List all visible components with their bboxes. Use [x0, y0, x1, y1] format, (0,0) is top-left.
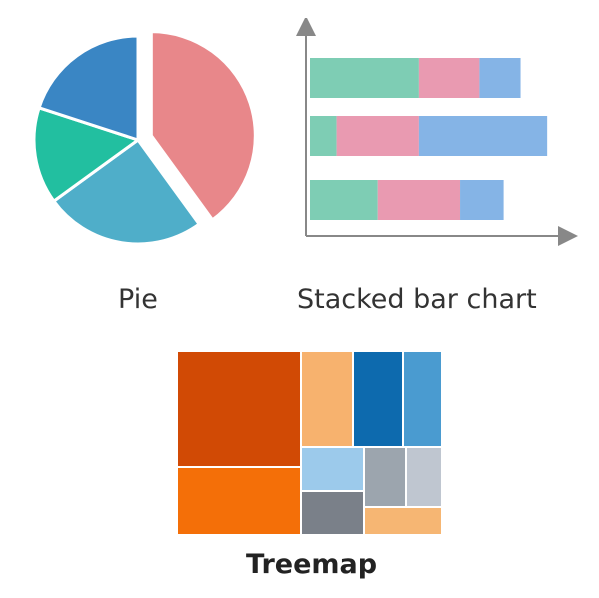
bar-1-segment-1: [336, 116, 419, 156]
bar-1-segment-0: [310, 116, 337, 156]
bar-0-segment-2: [479, 58, 521, 98]
pie-slice-2: [32, 105, 142, 204]
treemap-tile-j: [364, 507, 442, 535]
treemap-caption: Treemap: [246, 549, 378, 580]
treemap-tile-a: [177, 351, 301, 467]
bar-0-segment-1: [418, 58, 480, 98]
pie-slice-0: [149, 30, 257, 222]
bar-1-segment-2: [418, 116, 548, 156]
pie-slice-1: [51, 137, 202, 246]
stacked-bar-chart: [290, 18, 580, 258]
pie-chart: [20, 20, 270, 250]
stacked-bar-caption: Stacked bar chart: [297, 284, 537, 315]
treemap: [177, 351, 442, 535]
bar-2-segment-2: [460, 180, 504, 220]
treemap-tile-h: [406, 447, 442, 507]
pie-slice-3: [37, 34, 140, 143]
treemap-tile-g: [364, 447, 406, 507]
treemap-tile-d: [353, 351, 403, 447]
treemap-tile-i: [301, 491, 364, 535]
pie-chart-graphic: [32, 30, 257, 246]
treemap-tile-f: [301, 447, 364, 491]
stacked-bar-chart-graphic: [296, 18, 578, 246]
treemap-tile-c: [301, 351, 353, 447]
bar-2-segment-0: [310, 180, 378, 220]
treemap-tile-e: [403, 351, 442, 447]
bar-0-segment-0: [310, 58, 419, 98]
pie-caption: Pie: [118, 284, 158, 315]
treemap-tile-b: [177, 467, 301, 535]
bar-2-segment-1: [377, 180, 461, 220]
bar-series-group: [310, 58, 548, 220]
